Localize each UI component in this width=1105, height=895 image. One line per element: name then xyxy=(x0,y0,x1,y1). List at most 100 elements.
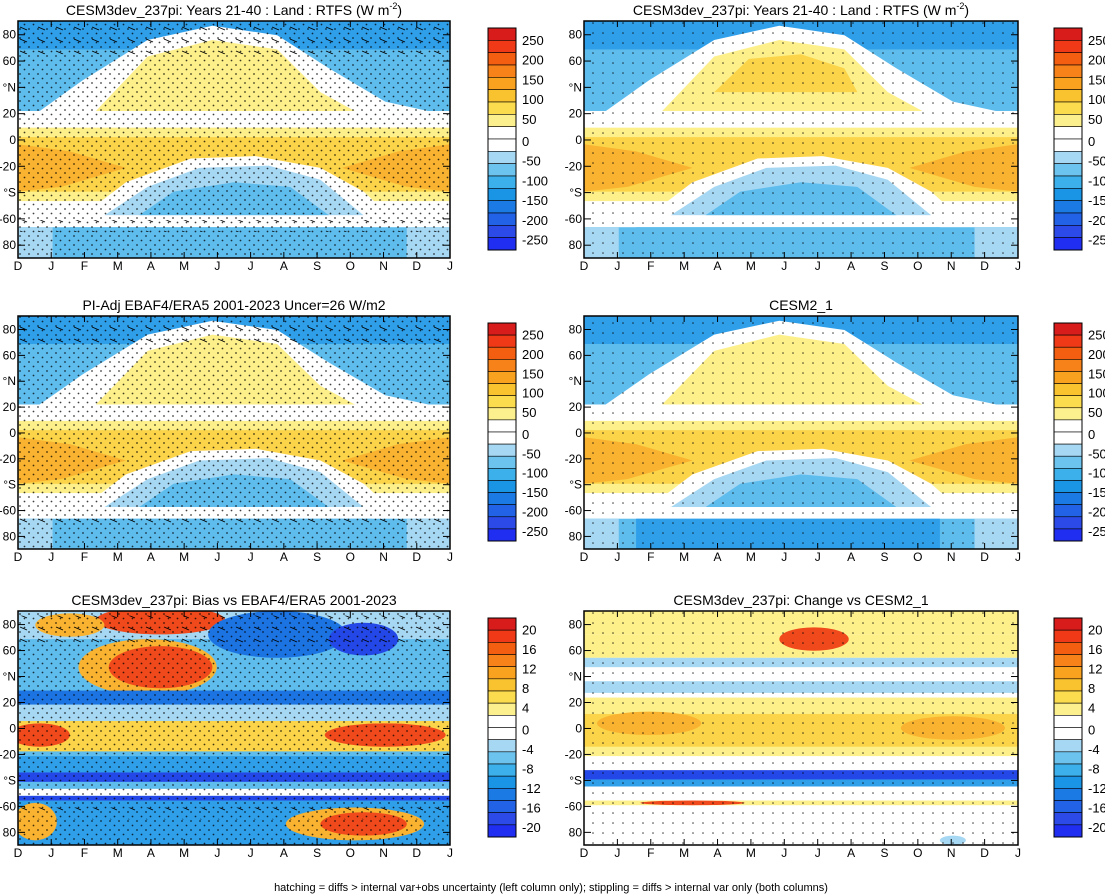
x-tick-label: F xyxy=(81,550,88,564)
panel-title-exponent: -2 xyxy=(956,1,964,11)
y-tick-label: °S xyxy=(569,478,582,492)
y-tick-label: -60 xyxy=(565,799,583,813)
panel-title-text: CESM3dev_237pi: Bias vs EBAF4/ERA5 2001-… xyxy=(71,592,397,608)
colorbar-label: 0 xyxy=(1088,134,1095,149)
y-tick-label: °S xyxy=(569,773,582,787)
x-tick-label: A xyxy=(147,259,155,273)
colorbar-swatch xyxy=(1053,763,1083,777)
colorbar-swatch xyxy=(487,322,517,336)
colorbar-label: -250 xyxy=(522,524,548,539)
colorbar-label: 250 xyxy=(1088,33,1105,48)
colorbar-swatch xyxy=(487,528,517,542)
colorbar-swatch xyxy=(487,200,517,214)
colorbar-swatch xyxy=(1053,126,1083,140)
colorbar-label: 16 xyxy=(522,642,536,657)
colorbar-label: -200 xyxy=(522,504,548,519)
x-tick-label: M xyxy=(746,846,756,860)
x-tick-label: N xyxy=(379,550,388,564)
x-tick-label: S xyxy=(880,550,888,564)
hatching-overlay-north xyxy=(18,320,450,349)
colorbar-swatch xyxy=(487,419,517,433)
x-tick-label: D xyxy=(580,259,589,273)
chart-panel-2: CESM3dev_237pi: Years 21-40 : Land : RTF… xyxy=(565,1,1021,273)
colorbar-swatch xyxy=(1053,727,1083,740)
x-tick-label: J xyxy=(815,846,821,860)
x-tick-label: M xyxy=(179,259,189,273)
colorbar-swatch xyxy=(1053,617,1083,631)
y-tick-label: °S xyxy=(3,773,16,787)
panel-title-text: CESM3dev_237pi: Years 21-40 : Land : RTF… xyxy=(66,2,389,18)
heatmap-field xyxy=(584,316,1018,549)
y-tick-label: -20 xyxy=(565,452,583,466)
colorbar-swatch xyxy=(487,359,517,372)
colorbar-swatch xyxy=(1053,383,1083,396)
colorbar-label: 100 xyxy=(1088,92,1105,107)
colorbar-swatch xyxy=(487,371,517,384)
heatmap-field xyxy=(18,611,450,845)
colorbar-label: 0 xyxy=(1088,722,1095,737)
y-tick-label: -20 xyxy=(0,452,16,466)
colorbar-label: -50 xyxy=(522,154,541,169)
colorbar-swatch xyxy=(487,40,517,53)
colorbar-swatch xyxy=(1053,27,1083,41)
colorbar-swatch xyxy=(487,763,517,777)
x-tick-label: D xyxy=(412,846,421,860)
colorbar-swatch xyxy=(1053,654,1083,667)
colorbar-label: 100 xyxy=(522,92,544,107)
colorbar-swatch xyxy=(487,654,517,667)
colorbar-label: 200 xyxy=(1088,53,1105,68)
x-tick-label: J xyxy=(248,259,254,273)
colorbar-swatch xyxy=(1053,395,1083,409)
x-tick-label: N xyxy=(947,846,956,860)
colorbar-label: 50 xyxy=(522,405,536,420)
chart-panel-6: CESM3dev_237pi: Change vs CESM2_1 D J F M A M J… xyxy=(565,592,1021,860)
colorbar-frame xyxy=(487,617,517,838)
colorbar-swatch xyxy=(487,702,517,716)
x-tick-label: D xyxy=(580,846,589,860)
panel-title: CESM2_1 xyxy=(769,297,833,313)
colorbar-frame xyxy=(1053,322,1083,542)
y-tick-label: -20 xyxy=(565,747,583,761)
x-tick-label: M xyxy=(113,259,123,273)
x-tick-label: D xyxy=(980,550,989,564)
colorbar-swatch xyxy=(487,629,517,643)
x-tick-label: F xyxy=(81,846,88,860)
panel-title: CESM3dev_237pi: Change vs CESM2_1 xyxy=(673,592,928,608)
colorbar-swatch xyxy=(487,126,517,140)
colorbar-label: -200 xyxy=(522,213,548,228)
y-tick-label: 0 xyxy=(575,133,582,147)
colorbar-swatch xyxy=(1053,690,1083,704)
colorbar-swatch xyxy=(487,114,517,127)
colorbar: 20 16 12 8 4 0 -4 -8 -12 -16 -20 xyxy=(1053,617,1105,838)
x-tick-label: F xyxy=(647,259,654,273)
y-tick-label: 0 xyxy=(575,426,582,440)
hatching-overlay-south xyxy=(18,807,450,820)
colorbar: 20 16 12 8 4 0 -4 -8 -12 -16 -20 xyxy=(487,617,541,838)
x-tick-label: J xyxy=(815,259,821,273)
colorbar-swatch xyxy=(1053,407,1083,421)
colorbar-swatch xyxy=(487,690,517,704)
colorbar-label: -4 xyxy=(522,742,534,757)
colorbar-label: 8 xyxy=(522,681,529,696)
x-tick-label: O xyxy=(346,550,355,564)
x-tick-label: N xyxy=(947,550,956,564)
colorbar-swatch xyxy=(1053,212,1083,226)
stippling-overlay xyxy=(18,21,450,258)
colorbar-swatch xyxy=(1053,492,1083,505)
colorbar-label: -200 xyxy=(1088,213,1105,228)
y-tick-label: 80 xyxy=(3,323,17,337)
x-tick-label: M xyxy=(746,550,756,564)
x-tick-label: S xyxy=(880,259,888,273)
colorbar-swatch xyxy=(487,455,517,469)
colorbar-label: 50 xyxy=(522,112,536,127)
x-tick-label: D xyxy=(14,550,23,564)
x-tick-label: J xyxy=(48,550,54,564)
y-tick-label: 20 xyxy=(3,107,17,121)
y-tick-label: 80 xyxy=(3,529,17,543)
colorbar-swatch xyxy=(1053,739,1083,753)
colorbar-swatch xyxy=(487,225,517,238)
colorbar-label: -200 xyxy=(1088,504,1105,519)
colorbar-swatch xyxy=(487,64,517,78)
colorbar-swatch xyxy=(487,739,517,753)
colorbar-swatch xyxy=(1053,77,1083,90)
